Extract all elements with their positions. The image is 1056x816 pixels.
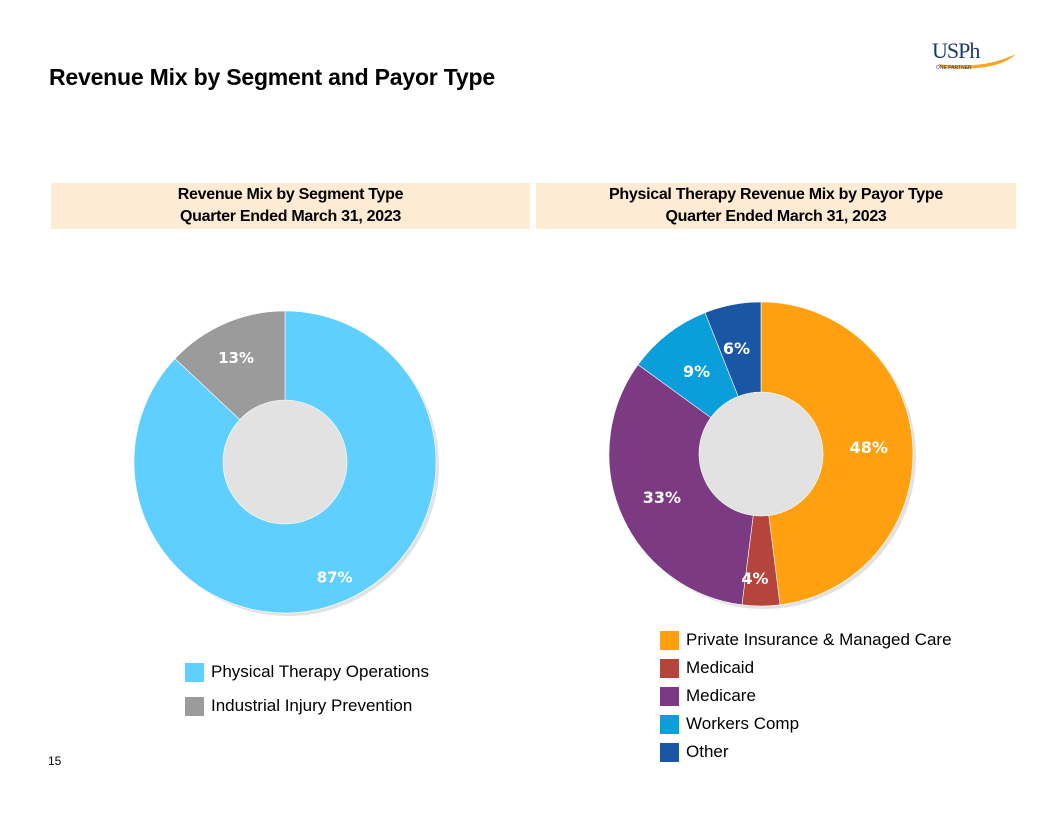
legend-label: Physical Therapy Operations xyxy=(211,662,429,681)
legend-swatch xyxy=(660,686,679,706)
legend-item-other: Other xyxy=(660,738,952,766)
legend-label: Private Insurance & Managed Care xyxy=(686,630,952,649)
page-number: 15 xyxy=(48,754,62,768)
data-label: 48% xyxy=(850,438,888,457)
data-label: 9% xyxy=(683,362,710,381)
legend-item-industrial: Industrial Injury Prevention xyxy=(185,689,429,723)
slice-private-insurance-managed-care xyxy=(760,301,914,606)
slice-medicare xyxy=(608,364,754,606)
page-title: Revenue Mix by Segment and Payor Type xyxy=(49,64,495,90)
legend-label: Industrial Injury Prevention xyxy=(211,696,413,715)
svg-text:USPh: USPh xyxy=(932,38,980,63)
slice-physical-therapy-operations xyxy=(133,310,437,614)
payor-chart-header: Physical Therapy Revenue Mix by Payor Ty… xyxy=(536,183,1016,229)
company-logo: USPh ONE PARTNER xyxy=(932,38,1016,71)
legend-swatch xyxy=(660,714,679,734)
data-label: 13% xyxy=(218,349,254,367)
legend-item-medicaid: Medicaid xyxy=(660,654,952,682)
legend-swatch xyxy=(185,696,204,716)
legend-label: Workers Comp xyxy=(686,714,800,733)
legend-item-medicare: Medicare xyxy=(660,682,952,710)
segment-chart-header: Revenue Mix by Segment Type Quarter Ende… xyxy=(51,183,530,229)
legend-item-private: Private Insurance & Managed Care xyxy=(660,626,952,654)
data-label: 4% xyxy=(741,569,768,588)
segment-chart-subtitle: Quarter Ended March 31, 2023 xyxy=(179,208,402,225)
legend-label: Medicare xyxy=(686,686,756,705)
svg-text:ONE PARTNER: ONE PARTNER xyxy=(936,65,972,71)
legend-item-workers-comp: Workers Comp xyxy=(660,710,952,738)
segment-legend: Physical Therapy Operations Industrial I… xyxy=(185,655,429,723)
legend-swatch xyxy=(660,658,679,678)
slice-industrial-injury-prevention xyxy=(174,310,286,420)
payor-chart-title: Physical Therapy Revenue Mix by Payor Ty… xyxy=(609,186,943,203)
legend-swatch xyxy=(660,630,679,650)
payor-chart-subtitle: Quarter Ended March 31, 2023 xyxy=(665,208,887,225)
legend-label: Other xyxy=(686,742,729,761)
payor-legend: Private Insurance & Managed Care Medicai… xyxy=(660,626,952,766)
legend-swatch xyxy=(660,742,679,762)
legend-item-pt-operations: Physical Therapy Operations xyxy=(185,655,429,689)
data-label: 6% xyxy=(723,339,750,358)
legend-swatch xyxy=(185,662,204,682)
segment-chart-title: Revenue Mix by Segment Type xyxy=(177,186,404,203)
legend-label: Medicaid xyxy=(686,658,755,677)
slice-other xyxy=(704,301,762,397)
data-label: 33% xyxy=(643,488,681,507)
data-label: 87% xyxy=(317,569,353,587)
